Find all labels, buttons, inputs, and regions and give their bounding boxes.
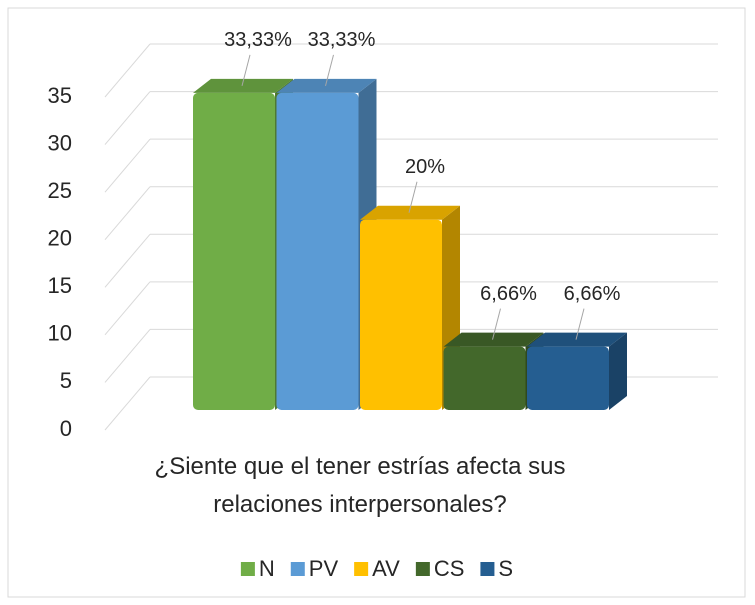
leader-line	[325, 54, 334, 87]
y-tick-label: 15	[48, 273, 72, 298]
legend-label: S	[498, 556, 513, 581]
grid-line-side	[104, 233, 151, 288]
bar	[527, 332, 627, 410]
bar-top	[527, 332, 627, 347]
data-label: 6,66%	[564, 283, 621, 305]
grid-line-side	[104, 138, 151, 193]
legend-label: N	[259, 556, 275, 581]
legend-swatch	[415, 562, 430, 576]
legend-label: PV	[309, 556, 339, 581]
legend-label: AV	[372, 556, 400, 581]
grid-line-side	[104, 329, 151, 383]
legend-swatch	[354, 562, 369, 576]
legend-label: CS	[434, 556, 465, 581]
leader-line	[575, 308, 585, 340]
bar-front	[276, 92, 359, 410]
y-tick-label: 5	[60, 368, 72, 393]
bar-side	[609, 332, 627, 410]
leader-line	[492, 308, 501, 340]
grid-line-side	[104, 43, 151, 98]
legend-swatch	[240, 562, 255, 576]
data-label: 33,33%	[308, 29, 376, 51]
y-tick-label: 25	[48, 178, 72, 203]
bar-front	[193, 92, 275, 410]
y-tick-label: 0	[60, 416, 72, 441]
y-tick-label: 20	[48, 226, 72, 251]
bar-top	[193, 78, 293, 93]
leader-line	[241, 54, 251, 87]
category-label: ¿Siente que el tener estrías afecta sus …	[154, 453, 566, 518]
bar-front	[443, 346, 526, 410]
bar-front	[527, 346, 609, 410]
grid-line-side	[104, 186, 151, 241]
legend-swatch	[480, 562, 495, 576]
bar-top	[360, 205, 460, 220]
y-tick-label: 30	[48, 130, 72, 155]
legend-swatch	[290, 562, 305, 576]
y-tick-label: 10	[48, 321, 72, 346]
bar-top	[276, 78, 377, 93]
bar-front	[360, 219, 442, 410]
grid-line-side	[104, 281, 151, 336]
data-label: 20%	[405, 156, 445, 178]
grid-line-side	[104, 376, 151, 431]
data-label: 33,33%	[224, 29, 292, 51]
grid-line-side	[104, 91, 151, 145]
leader-line	[408, 181, 418, 213]
bar-top	[443, 332, 544, 347]
y-tick-label: 35	[48, 83, 72, 108]
data-label: 6,66%	[480, 283, 537, 305]
